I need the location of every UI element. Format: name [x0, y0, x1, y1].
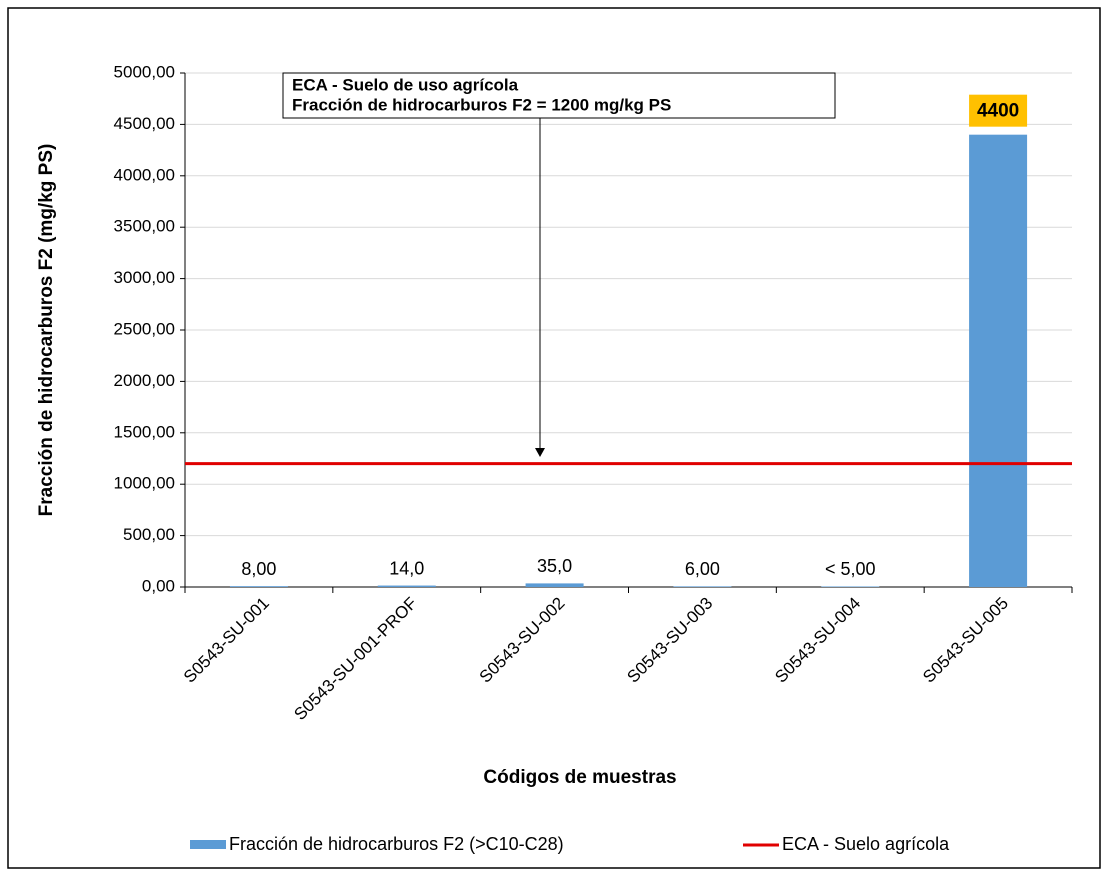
y-tick-label: 3000,00 — [114, 268, 175, 287]
y-tick-label: 1000,00 — [114, 474, 175, 493]
value-label: 4400 — [977, 101, 1019, 122]
arrow-head — [535, 448, 545, 457]
y-tick-label: 500,00 — [123, 525, 175, 544]
chart-border — [7, 7, 1101, 869]
y-tick-label: 4500,00 — [114, 114, 175, 133]
bar — [525, 583, 584, 587]
annotation-box — [282, 72, 836, 119]
annotation-text: ECA - Suelo de uso agrícola — [292, 75, 519, 94]
y-tick-label: 2500,00 — [114, 319, 175, 338]
y-tick-label: 1500,00 — [114, 422, 175, 441]
value-label: 8,00 — [241, 559, 276, 579]
legend-label: Fracción de hidrocarburos F2 (>C10-C28) — [229, 834, 564, 854]
value-label: 35,0 — [537, 556, 572, 576]
legend-label: ECA - Suelo agrícola — [782, 834, 950, 854]
legend-swatch — [190, 840, 226, 849]
bar — [229, 586, 288, 587]
y-axis-label: Fracción de hidrocarburos F2 (mg/kg PS) — [36, 144, 57, 517]
y-tick-label: 5000,00 — [114, 62, 175, 81]
y-tick-label: 0,00 — [142, 576, 175, 595]
value-label: 14,0 — [389, 558, 424, 578]
bar — [969, 134, 1028, 587]
y-tick-label: 2000,00 — [114, 371, 175, 390]
bar — [821, 586, 880, 587]
value-label: 6,00 — [685, 559, 720, 579]
y-tick-label: 4000,00 — [114, 165, 175, 184]
bar — [377, 585, 436, 587]
value-label: < 5,00 — [825, 559, 876, 579]
annotation-text: Fracción de hidrocarburos F2 = 1200 mg/k… — [292, 95, 671, 114]
y-tick-label: 3500,00 — [114, 217, 175, 236]
value-label-box — [969, 94, 1028, 127]
bar — [673, 586, 732, 587]
x-axis-label: Códigos de muestras — [483, 767, 676, 788]
